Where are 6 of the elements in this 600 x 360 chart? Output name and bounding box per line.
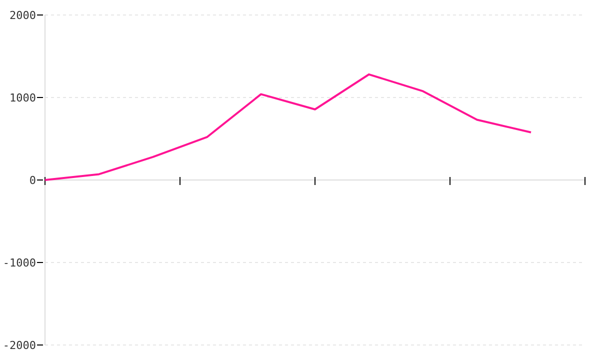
- y-tick-label: -1000: [2, 256, 36, 270]
- y-tick-label: 1000: [10, 91, 36, 104]
- y-tick-label: 0: [29, 174, 36, 187]
- line-series: [44, 73, 532, 181]
- y-tick-label: 2000: [10, 8, 36, 22]
- y-tick-label: -2000: [2, 338, 36, 352]
